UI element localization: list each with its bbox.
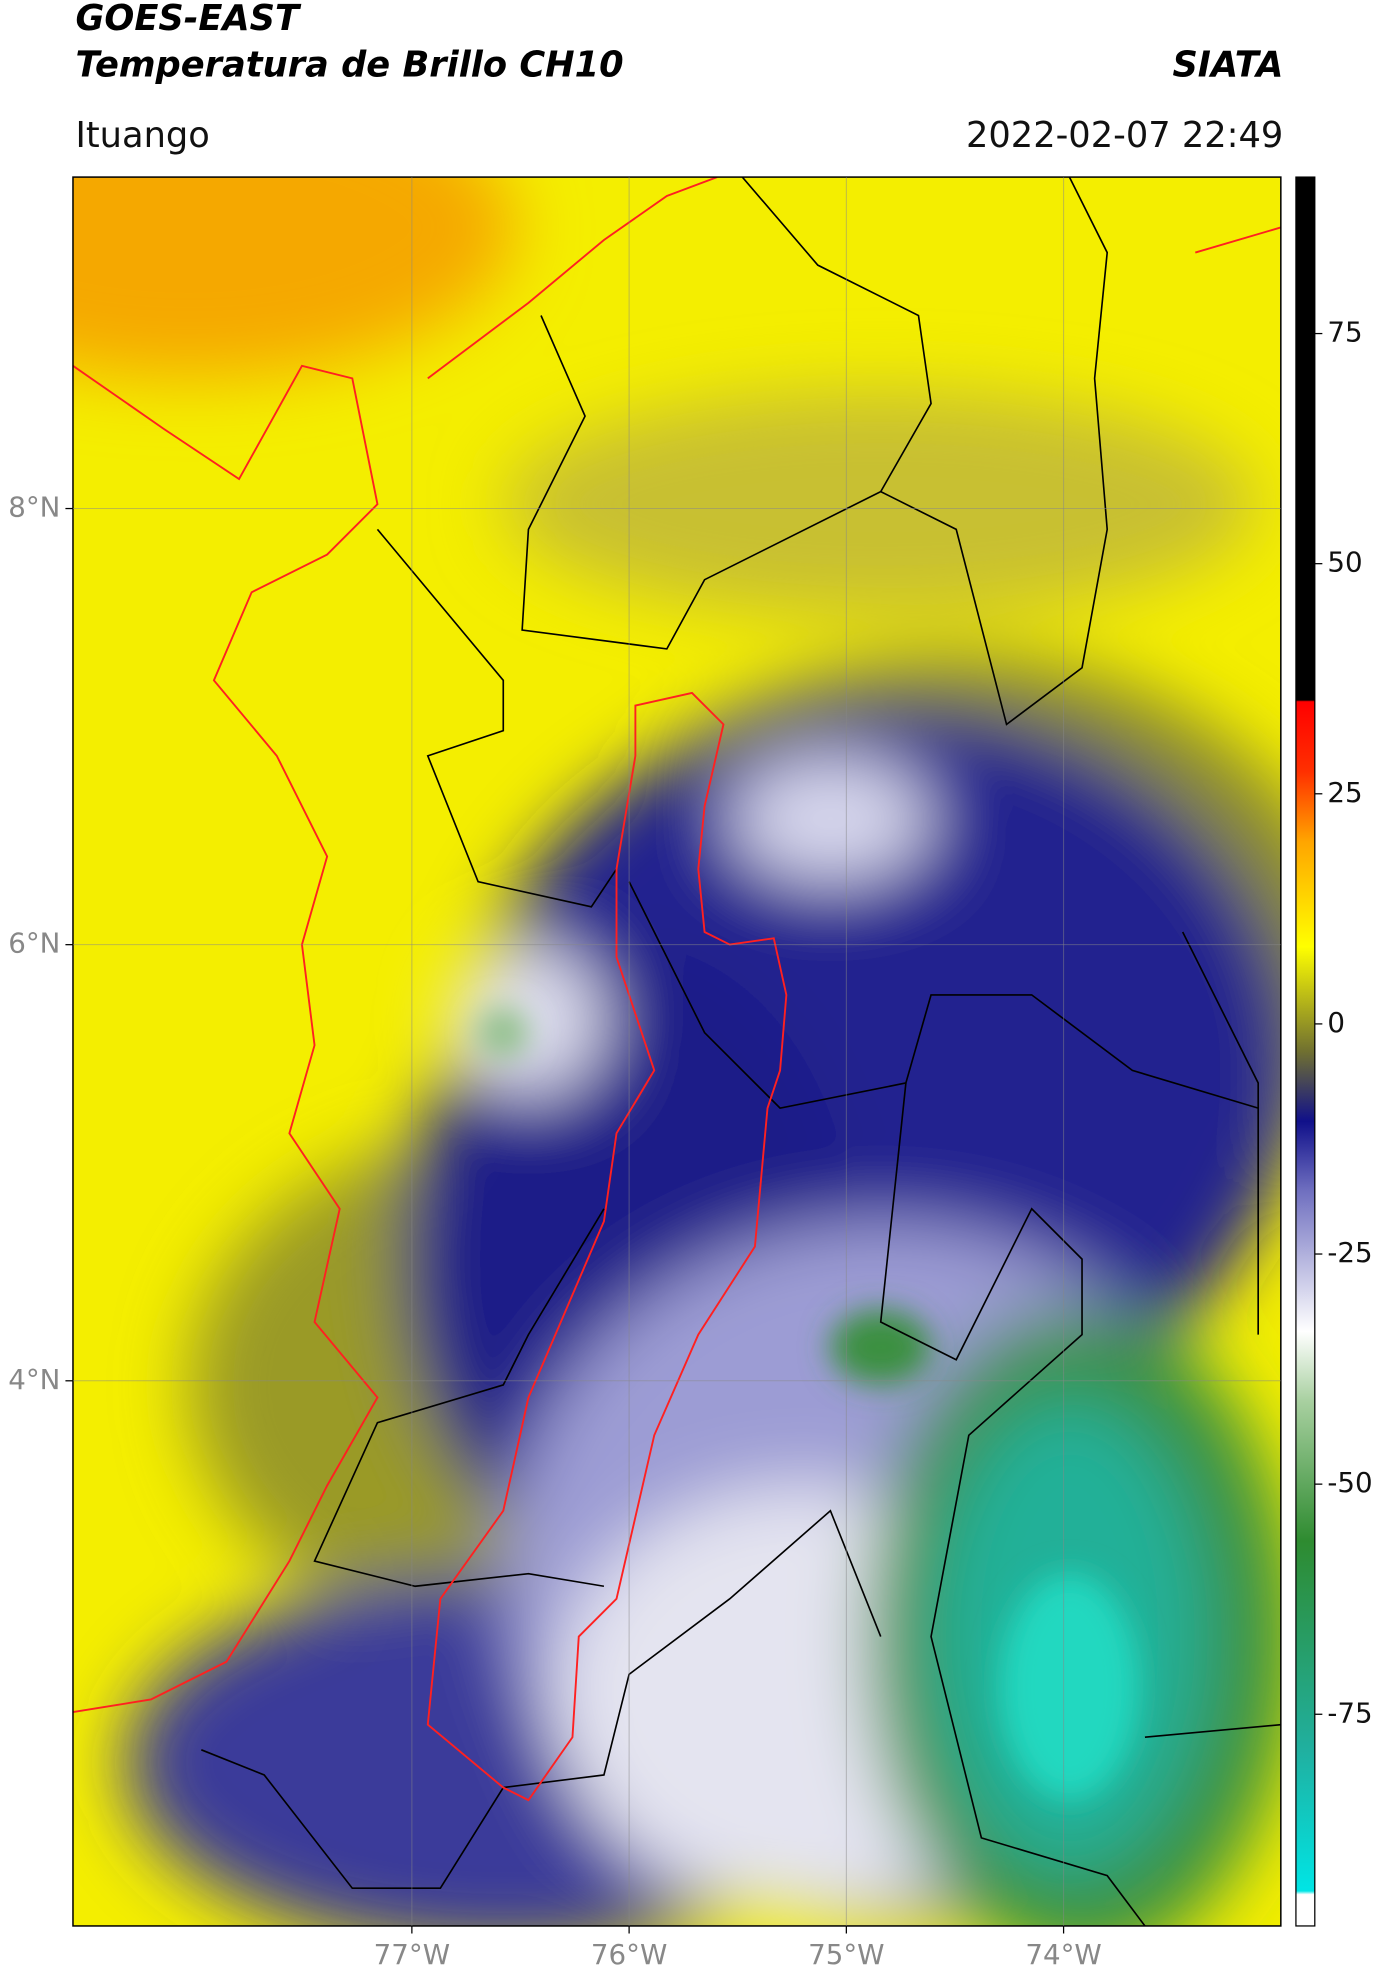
coastline [72,177,1281,1802]
colorbar-tick-label: -25 [1327,1236,1372,1269]
timestamp: 2022-02-07 22:49 [966,115,1283,156]
colorbar-tick-label: 0 [1327,1006,1345,1039]
y-tick-label: 4°N [8,1363,60,1396]
source: SIATA [1172,44,1283,85]
colorbar [1295,176,1316,1927]
y-tick-label: 8°N [8,491,60,524]
x-tick-label: 74°W [1025,1938,1101,1971]
x-tick-label: 77°W [374,1938,450,1971]
x-tick-label: 75°W [808,1938,884,1971]
borders [201,177,1281,1926]
colorbar-tick-label: 75 [1327,316,1362,349]
colorbar-tick-label: 25 [1327,776,1362,809]
region: Ituango [75,115,209,156]
colorbar-tick-label: -75 [1327,1696,1372,1729]
title: GOES-EAST [75,0,302,39]
map-field [72,177,1281,1926]
colorbar-tick-label: 50 [1327,546,1362,579]
x-tick-label: 76°W [591,1938,667,1971]
map-frame [72,176,1282,1927]
colorbar-tick-label: -50 [1327,1466,1372,1499]
y-tick-label: 6°N [8,927,60,960]
subtitle: Temperatura de Brillo CH10 [75,44,623,85]
